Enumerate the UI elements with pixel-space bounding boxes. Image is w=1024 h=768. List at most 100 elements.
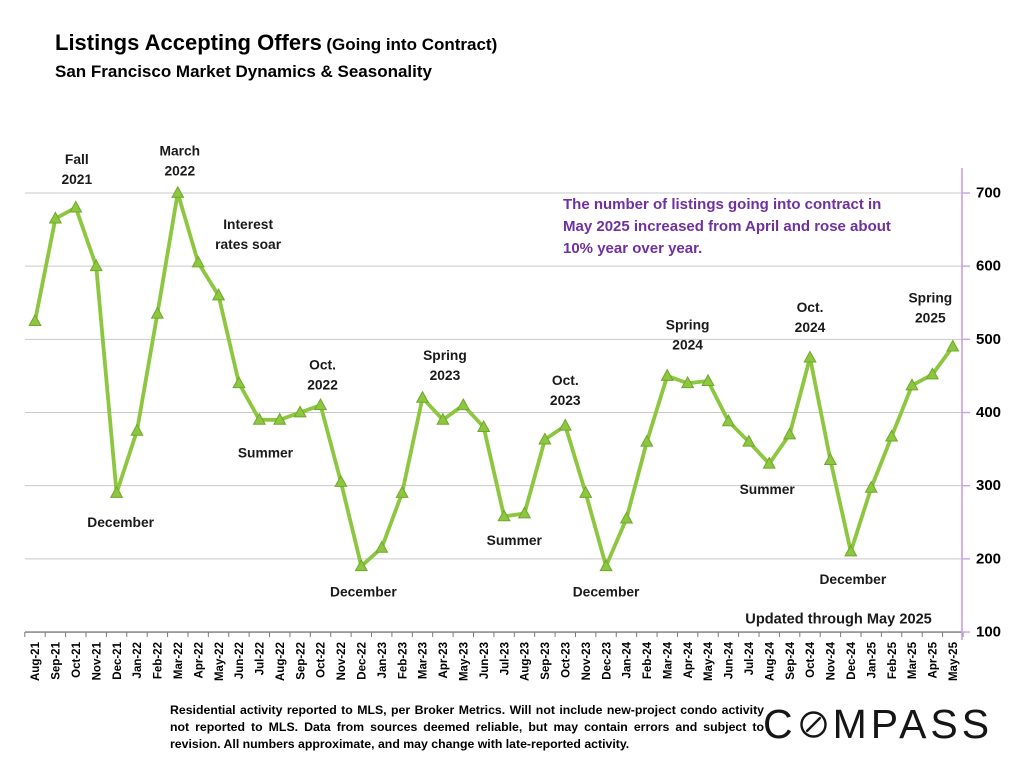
annotation: Updated through May 2025 [745, 612, 932, 628]
x-axis-label: Mar-23 [418, 642, 430, 679]
data-point [599, 558, 613, 572]
y-axis-label: 600 [976, 258, 1001, 275]
x-axis-label: Jul-23 [499, 642, 511, 675]
data-point [109, 485, 124, 498]
x-axis-label: Jan-22 [132, 642, 144, 678]
data-point [477, 419, 491, 433]
x-axis-label: Jun-24 [724, 641, 736, 679]
data-point [171, 185, 185, 198]
x-axis-label: May-24 [703, 641, 715, 681]
data-point [313, 397, 328, 411]
data-point [701, 373, 715, 386]
callout-text: The number of listings going into contra… [563, 196, 891, 258]
data-point [782, 427, 797, 440]
annotation: Interest rates soar [215, 217, 282, 252]
data-point [742, 434, 756, 447]
x-axis-label: Nov-22 [336, 642, 348, 680]
data-point [925, 367, 940, 380]
disclaimer-text: Residential activity reported to MLS, pe… [170, 703, 764, 751]
x-axis-labels: Aug-21 Sep-21 Oct-21 Nov-21 Dec-21 Jan-22 Feb-… [30, 641, 960, 681]
data-point [395, 485, 409, 498]
data-point [823, 452, 838, 465]
page-title-paren: (Going into Contract) [326, 35, 498, 54]
annotation: December [87, 515, 154, 530]
data-point [579, 485, 593, 498]
data-point [660, 368, 674, 381]
data-point [619, 511, 634, 524]
annotation: Oct. 2024 [795, 300, 826, 335]
data-point [130, 423, 144, 436]
data-point [415, 390, 430, 403]
x-axis-label: Jun-23 [479, 642, 491, 679]
x-axis-label: Oct-23 [560, 642, 572, 678]
x-axis-label: Aug-24 [764, 641, 776, 681]
annotation: Oct. 2023 [550, 373, 581, 408]
logo-letter-c: C [763, 700, 797, 747]
x-axis-label: Nov-24 [826, 641, 838, 680]
x-axis-label: Apr-25 [928, 641, 940, 678]
logo-letters-mpass: MPASS [832, 700, 994, 747]
x-axis-label: Feb-23 [397, 642, 409, 679]
x-axis-label: Nov-23 [581, 642, 593, 680]
x-axis-label: Dec-24 [846, 641, 858, 679]
x-axis-label: May-22 [214, 642, 226, 681]
data-point [150, 306, 165, 319]
x-axis-label: Sep-24 [785, 641, 797, 679]
x-axis-label: Jul-22 [255, 642, 267, 675]
right-axis [961, 168, 970, 640]
x-axis-label: Jun-22 [234, 642, 246, 679]
data-point [721, 414, 736, 427]
data-point [334, 474, 348, 487]
data-point [946, 339, 960, 352]
annotation: March 2022 [159, 143, 200, 178]
x-axis-label: Dec-23 [601, 642, 613, 680]
x-axis-label: Oct-21 [71, 641, 83, 677]
x-axis-label: Feb-25 [887, 641, 899, 679]
data-point [680, 376, 695, 389]
x-axis-label: Mar-22 [173, 642, 185, 679]
annotation: December [819, 572, 886, 587]
data-point [497, 509, 511, 522]
data-point [558, 418, 572, 431]
annotation: December [573, 584, 640, 599]
x-axis-label: Sep-23 [540, 642, 552, 680]
x-axis-label: Feb-22 [153, 642, 165, 679]
x-axis-label: May-25 [948, 641, 960, 681]
x-axis-label: May-23 [458, 642, 470, 681]
compass-o-icon [799, 710, 827, 738]
y-axis-label: 100 [976, 624, 1001, 641]
data-point [375, 540, 389, 553]
x-axis-label: Nov-21 [91, 641, 103, 680]
x-axis-label: Jul-24 [744, 641, 756, 675]
x-axis-label: Jan-23 [377, 642, 389, 678]
x-axis-label: Oct-22 [316, 642, 328, 678]
y-axis-label: 500 [976, 331, 1001, 348]
series-line [33, 191, 955, 569]
page-subtitle: San Francisco Market Dynamics & Seasonal… [55, 62, 432, 81]
annotation: Summer [487, 533, 543, 548]
x-axis [24, 631, 964, 638]
annotation: Fall 2021 [61, 152, 92, 187]
x-axis-label: Feb-24 [642, 641, 654, 679]
x-axis-label: Dec-21 [112, 641, 124, 679]
data-point [864, 480, 878, 493]
x-axis-label: Sep-22 [295, 642, 307, 680]
data-point [354, 558, 368, 572]
x-axis-label: Mar-25 [907, 641, 919, 679]
data-point [803, 350, 817, 363]
x-axis-label: Oct-24 [805, 641, 817, 677]
x-axis-label: Aug-22 [275, 642, 287, 681]
compass-logo: C MPASS [763, 701, 991, 747]
data-point [517, 506, 532, 519]
x-axis-label: Jan-25 [866, 641, 878, 678]
data-point [69, 200, 83, 213]
annotation: Summer [238, 445, 294, 460]
x-axis-label: Mar-24 [662, 641, 674, 679]
annotation: Oct. 2022 [307, 358, 338, 393]
y-axis-label: 700 [976, 185, 1001, 202]
data-point [89, 258, 103, 272]
data-point [211, 288, 226, 301]
x-axis-label: Apr-22 [193, 642, 205, 678]
